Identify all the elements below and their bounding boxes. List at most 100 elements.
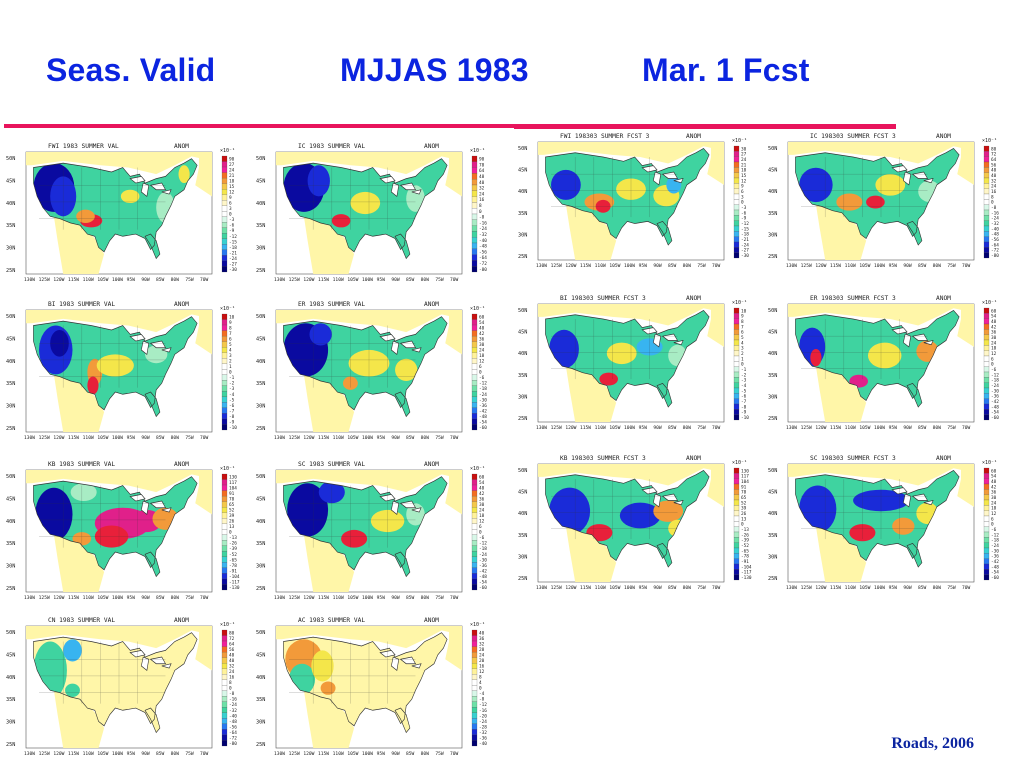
lon-tick-label: 70W (450, 595, 459, 601)
scale-unit-label: ×10⁻¹ (732, 138, 747, 144)
scale-tick-label: 65 (229, 502, 235, 508)
lon-tick-label: 115W (830, 425, 841, 431)
lat-tick-label: 40N (6, 675, 15, 681)
lat-tick-label: 45N (6, 178, 15, 184)
scale-tick-label: 10 (229, 314, 235, 320)
panel-anom-label: ANOM (174, 301, 189, 308)
scale-tick-label: -27 (229, 261, 237, 267)
lon-tick-label: 125W (551, 425, 562, 431)
scale-swatch (983, 215, 990, 221)
scale-tick-label: 16 (479, 664, 485, 670)
scale-tick-label: 78 (741, 490, 747, 496)
map-figure: SC 198303 SUMMER FCST 3 ANOM 50N 45N 40N 35N 3… (768, 455, 999, 591)
map-figure: AC 1983 SUMMER VAL ANOM 50N 45N 40N 35N 30N 25N… (256, 617, 487, 757)
map-panel-bi-val: BI 1983 SUMMER VAL ANOM 50N 45N 40N 35N 30N 25N… (4, 298, 250, 450)
scale-tick-label: 0 (229, 530, 232, 536)
scale-swatch (733, 499, 740, 506)
lon-tick-label: 120W (815, 425, 826, 431)
scale-tick-label: 91 (229, 491, 235, 497)
scale-tick-label: -8 (479, 215, 485, 221)
scale-tick-label: 8 (479, 675, 482, 681)
lon-tick-label: 130W (274, 751, 285, 757)
scale-tick-label: 8 (229, 325, 232, 331)
lat-tick-label: 25N (256, 268, 265, 274)
lon-tick-label: 85W (668, 585, 677, 591)
scale-swatch (471, 551, 478, 557)
panel-anom-label: ANOM (936, 295, 951, 302)
lon-tick-label: 115W (318, 595, 329, 601)
lon-tick-label: 100W (624, 263, 635, 269)
lon-tick-label: 75W (435, 751, 444, 757)
scale-tick-label: -8 (741, 404, 747, 410)
scale-swatch (471, 335, 478, 342)
map-figure: BI 198303 SUMMER FCST 3 ANOM 50N 45N 40N 35N 3… (518, 295, 749, 431)
scale-tick-label: 48 (479, 485, 485, 491)
scale-tick-label: 40 (479, 630, 485, 636)
map-figure: KB 198303 SUMMER FCST 3 ANOM 50N 45N 40N 35N 3… (518, 455, 752, 591)
scale-tick-label: -42 (991, 559, 999, 565)
scale-tick-label: 9 (229, 320, 232, 326)
scale-swatch (733, 483, 740, 490)
scale-swatch (471, 161, 478, 168)
scale-tick-label: -16 (479, 708, 487, 714)
scale-swatch (471, 313, 478, 320)
lat-tick-label: 25N (518, 576, 527, 582)
scale-tick-label: 0 (479, 530, 482, 536)
scale-tick-label: -18 (229, 245, 237, 251)
scale-swatch (733, 382, 740, 389)
scale-swatch (983, 241, 990, 248)
scale-tick-label: 42 (991, 324, 997, 330)
lon-tick-label: 100W (874, 425, 885, 431)
panel-header: SC 198303 SUMMER FCST 3 (810, 455, 896, 462)
scale-tick-label: 15 (741, 173, 747, 179)
lat-tick-label: 40N (256, 359, 265, 365)
lat-tick-label: 50N (768, 146, 777, 152)
scale-tick-label: 12 (991, 511, 997, 517)
scale-tick-label: -130 (229, 585, 240, 591)
scale-swatch (221, 734, 228, 741)
panel-anom-label: ANOM (424, 301, 439, 308)
scale-swatch (221, 396, 228, 403)
scale-tick-label: 48 (479, 325, 485, 331)
lon-tick-label: 130W (786, 263, 797, 269)
lon-tick-label: 110W (333, 751, 344, 757)
scale-swatch (471, 690, 478, 697)
lat-tick-label: 50N (256, 474, 265, 480)
lon-tick-label: 125W (39, 751, 50, 757)
scale-swatch (471, 578, 478, 585)
lat-tick-label: 35N (6, 223, 15, 229)
scale-tick-label: 30 (479, 502, 485, 508)
lon-tick-label: 110W (83, 435, 94, 441)
map-panel-er-fcst: ER 198303 SUMMER FCST 3 ANOM 50N 45N 40N 35N 3… (766, 292, 1012, 440)
scale-swatch (471, 242, 478, 249)
lat-tick-label: 50N (768, 468, 777, 474)
scale-tick-label: -5 (229, 397, 235, 403)
scale-tick-label: 24 (479, 508, 485, 514)
lat-tick-label: 45N (256, 652, 265, 658)
scale-swatch (733, 156, 740, 163)
scale-swatch (471, 225, 478, 232)
lat-tick-label: 35N (518, 533, 527, 539)
scale-tick-label: 24 (741, 157, 747, 163)
scale-swatch (983, 334, 990, 341)
lon-tick-label: 100W (624, 425, 635, 431)
lon-tick-label: 85W (406, 435, 415, 441)
lon-tick-label: 105W (609, 425, 620, 431)
lon-tick-label: 130W (24, 435, 35, 441)
scale-tick-label: 65 (741, 495, 747, 501)
scale-tick-label: -36 (479, 563, 487, 569)
lat-tick-label: 45N (6, 652, 15, 658)
scale-tick-label: -36 (479, 403, 487, 409)
lon-tick-label: 75W (947, 425, 956, 431)
scale-tick-label: 9 (741, 184, 744, 190)
lon-tick-label: 70W (712, 263, 721, 269)
scale-tick-label: 24 (479, 653, 485, 659)
scale-tick-label: 2 (229, 359, 232, 365)
scale-swatch (733, 489, 740, 495)
lon-tick-label: 70W (200, 595, 209, 601)
lat-tick-label: 30N (518, 232, 527, 238)
scale-swatch (983, 387, 990, 394)
scale-swatch (733, 151, 740, 157)
lat-tick-label: 25N (768, 416, 777, 422)
lon-tick-label: 115W (580, 263, 591, 269)
